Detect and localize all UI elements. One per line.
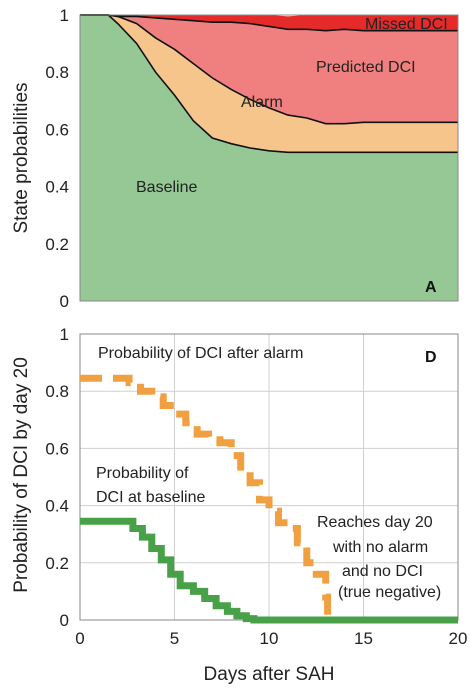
annotation-true-negative-line3: and no DCI bbox=[342, 563, 423, 580]
panel-d-y-axis-title: Probability of DCI by day 20 bbox=[11, 357, 32, 593]
panel-a-y-tick-label: 0.2 bbox=[45, 235, 69, 254]
panel-a-y-tick-label: 1 bbox=[60, 6, 69, 25]
panel-d-probability-of-dci: 0 0.2 0.4 0.6 0.8 1 0 5 10 15 20 Probability of D… bbox=[11, 325, 467, 685]
panel-d-x-tick-labels: 0 5 10 15 20 bbox=[75, 629, 467, 648]
series-label-predicted-dci: Predicted DCI bbox=[316, 59, 416, 76]
panel-d-y-tick-labels: 0 0.2 0.4 0.6 0.8 1 bbox=[45, 325, 69, 630]
annotation-dci-at-baseline-line1: Probability of bbox=[96, 465, 189, 482]
boundary-predicted-missed bbox=[80, 14, 458, 32]
panel-d-x-tick-label: 15 bbox=[354, 629, 373, 648]
annotation-dci-at-baseline-line2: DCI at baseline bbox=[96, 489, 205, 506]
annotation-true-negative-line4: (true negative) bbox=[338, 584, 441, 601]
panel-d-y-tick-label: 0 bbox=[60, 611, 69, 630]
panel-a-y-tick-label: 0 bbox=[60, 292, 69, 311]
series-label-baseline: Baseline bbox=[136, 179, 197, 196]
panel-a-letter: A bbox=[425, 279, 437, 296]
boundary-baseline-alarm bbox=[80, 14, 458, 154]
panel-d-y-tick-label: 0.2 bbox=[45, 554, 69, 573]
panel-d-x-tick-label: 0 bbox=[75, 629, 84, 648]
panel-d-series bbox=[80, 374, 458, 624]
panel-a-boundary-lines bbox=[80, 14, 458, 154]
panel-d-x-tick-label: 20 bbox=[449, 629, 468, 648]
panel-d-x-axis-title: Days after SAH bbox=[204, 664, 335, 685]
annotation-dci-after-alarm: Probability of DCI after alarm bbox=[98, 345, 303, 362]
boundary-alarm-predicted bbox=[80, 14, 458, 125]
area-baseline bbox=[80, 15, 458, 301]
panel-d-x-tick-label: 10 bbox=[260, 629, 279, 648]
panel-a-y-tick-label: 0.8 bbox=[45, 63, 69, 82]
series-label-missed-dci: Missed DCI bbox=[365, 16, 448, 33]
panel-a-y-tick-labels: 0 0.2 0.4 0.6 0.8 1 bbox=[45, 6, 69, 311]
series-dci-at-baseline bbox=[80, 517, 458, 624]
series-dci-after-alarm bbox=[80, 374, 333, 621]
panel-a-y-tick-label: 0.4 bbox=[45, 178, 69, 197]
panel-a-state-probabilities: 0 0.2 0.4 0.6 0.8 1 State probabilities Basel… bbox=[11, 6, 459, 311]
panel-a-y-tick-label: 0.6 bbox=[45, 120, 69, 139]
panel-d-x-tick-label: 5 bbox=[170, 629, 179, 648]
panel-a-areas bbox=[80, 15, 458, 301]
annotation-true-negative-line1: Reaches day 20 bbox=[317, 514, 433, 531]
panel-d-y-tick-label: 0.6 bbox=[45, 439, 69, 458]
panel-d-letter: D bbox=[425, 349, 437, 366]
series-label-alarm: Alarm bbox=[241, 94, 283, 111]
panel-a-plot-frame bbox=[79, 14, 459, 302]
panel-d-y-tick-label: 1 bbox=[60, 325, 69, 344]
annotation-true-negative-line2: with no alarm bbox=[332, 539, 428, 556]
area-predicted-dci bbox=[80, 15, 458, 124]
panel-a-y-axis-title: State probabilities bbox=[11, 82, 32, 233]
panel-d-y-tick-label: 0.8 bbox=[45, 382, 69, 401]
panel-d-y-tick-label: 0.4 bbox=[45, 497, 69, 516]
